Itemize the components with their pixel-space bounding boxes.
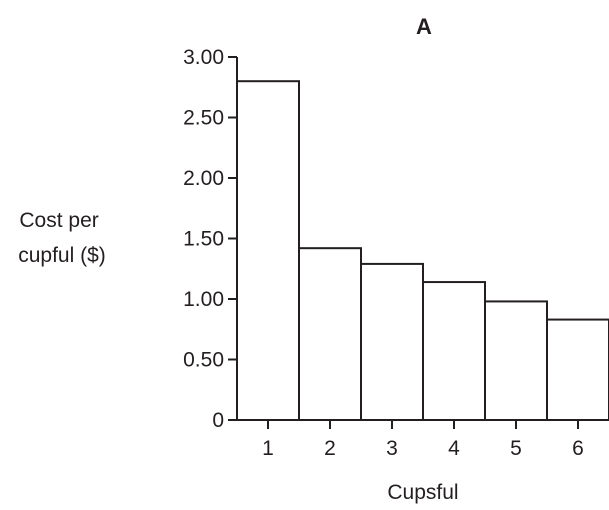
- x-tick-label: 1: [262, 437, 274, 460]
- y-axis-label: Cost per cupful ($): [18, 209, 106, 267]
- y-tick-label: 3.00: [183, 46, 224, 69]
- y-axis-ticks: 0 0.50 1.00 1.50 2.00 2.50 3.00: [183, 46, 237, 432]
- x-tick-label: 3: [386, 437, 398, 460]
- x-tick-label: 5: [510, 437, 522, 460]
- y-tick-label: 1.50: [183, 228, 224, 251]
- y-axis-label-line-1: Cost per: [19, 209, 98, 232]
- bar: [484, 300, 548, 422]
- bar: [422, 281, 486, 421]
- x-tick-label: 6: [572, 437, 584, 460]
- y-tick-label: 2.00: [183, 167, 224, 190]
- x-axis-ticks: 1 2 3 4 5 6: [262, 420, 584, 460]
- x-tick-label: 4: [448, 437, 460, 460]
- y-tick-label: 2.50: [183, 107, 224, 130]
- y-tick-label: 1.00: [183, 288, 224, 311]
- x-tick-label: 2: [324, 437, 336, 460]
- bar: [546, 318, 609, 422]
- bars-group: [236, 80, 609, 422]
- y-tick-label: 0.50: [183, 349, 224, 372]
- bar: [298, 247, 362, 421]
- bar: [360, 262, 424, 421]
- x-axis-label: Cupsful: [387, 481, 458, 504]
- y-axis-label-line-2: cupful ($): [18, 244, 106, 267]
- chart-title: A: [416, 14, 432, 39]
- y-tick-label: 0: [212, 409, 224, 432]
- bar: [236, 80, 300, 421]
